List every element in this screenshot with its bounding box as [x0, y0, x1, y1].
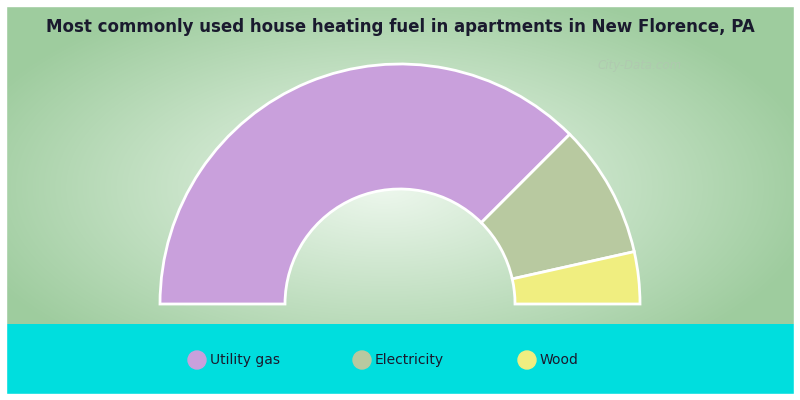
Wedge shape: [512, 252, 640, 304]
Bar: [0, 0, 6, 400]
Text: Utility gas: Utility gas: [210, 353, 280, 367]
Circle shape: [518, 351, 536, 369]
Text: City-Data.com: City-Data.com: [598, 58, 682, 72]
Wedge shape: [482, 134, 634, 279]
Bar: [794, 0, 800, 400]
Text: Wood: Wood: [540, 353, 579, 367]
Wedge shape: [160, 64, 570, 304]
Text: Electricity: Electricity: [375, 353, 444, 367]
Text: Most commonly used house heating fuel in apartments in New Florence, PA: Most commonly used house heating fuel in…: [46, 18, 754, 36]
Circle shape: [353, 351, 371, 369]
Bar: [0, 394, 800, 400]
Circle shape: [188, 351, 206, 369]
Bar: [0, 0, 800, 6]
